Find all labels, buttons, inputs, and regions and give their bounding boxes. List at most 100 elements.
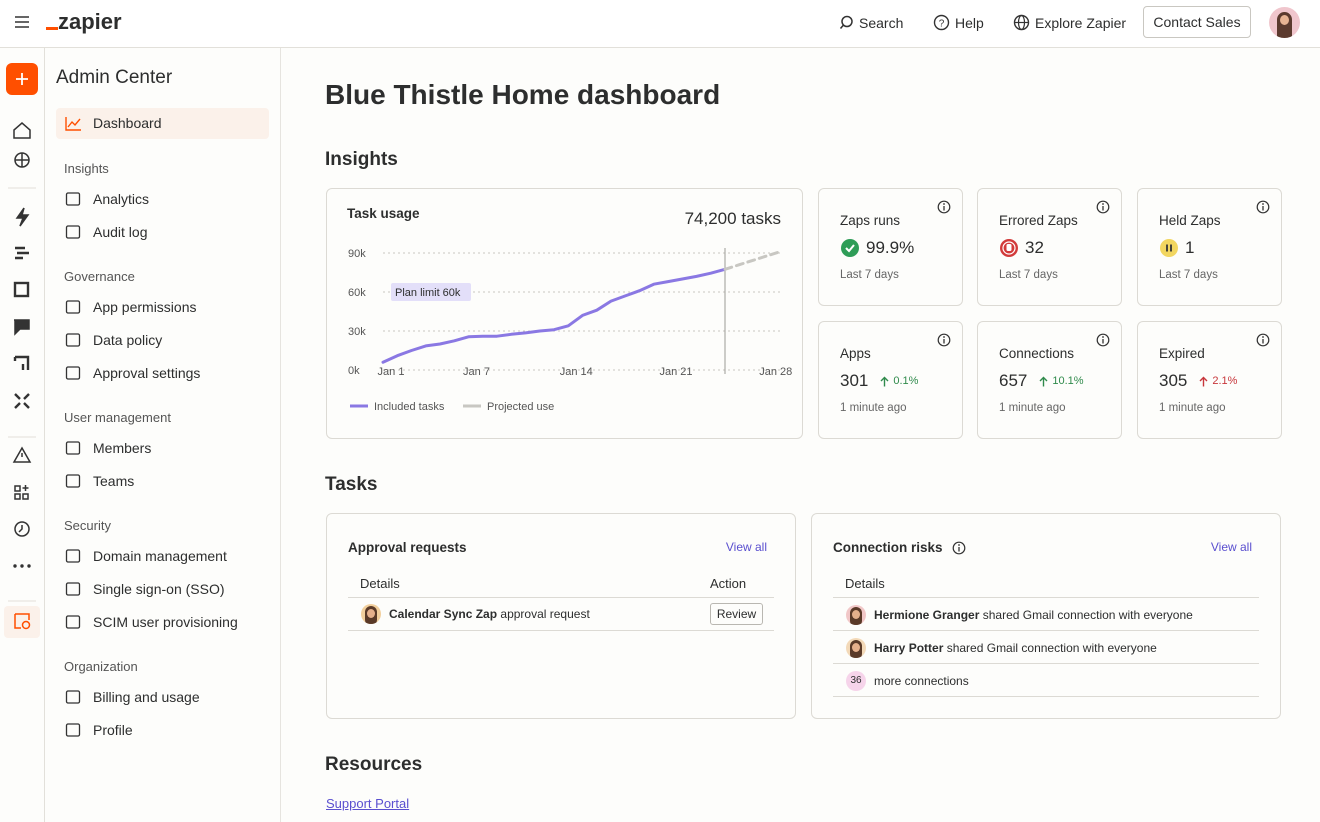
stat-card: Errored Zaps 32 Last 7 days [977,188,1122,306]
nav-item[interactable]: Data policy [93,332,163,348]
y-tick-label: 30k [348,326,366,338]
view-all-link[interactable]: View all [1210,540,1252,554]
legend-label: Included tasks [374,401,445,413]
nav-icon [65,615,81,629]
nav-icon-shape [65,192,81,206]
nav-item[interactable]: App permissions [93,299,197,315]
stat-value-row: 657 10.1% [999,369,1084,393]
nav-item[interactable]: Profile [93,722,133,738]
avatar-face [852,610,860,619]
stat-note: Last 7 days [1159,269,1218,281]
icon-rail [0,48,45,822]
stat-value-row: 305 2.1% [1159,369,1237,393]
info-icon[interactable] [1096,333,1110,347]
status-icon [841,239,859,257]
nav-help[interactable]: Help [955,15,984,31]
stat-value-row: 1 [1159,236,1194,260]
nav-section-title: Security [64,518,111,533]
logo-mark [46,27,58,30]
y-tick-label: 90k [348,248,366,260]
avatar [846,605,866,625]
info-icon[interactable] [937,200,951,214]
stat-card: Zaps runs 99.9% Last 7 days [818,188,963,306]
row-text: approval request [500,607,590,621]
stat-value: 657 [999,371,1028,390]
stat-change: 0.1% [893,375,919,387]
nav-icon [65,474,81,488]
connection-risks-card: Connection risks View all Details Hermio… [811,513,1281,719]
zap-name: Calendar Sync Zap [389,607,498,621]
annotation-box [391,283,471,301]
nav-icon [65,723,81,737]
nav-section-title: Insights [64,161,109,176]
stat-card: Apps 301 0.1% 1 minute ago [818,321,963,439]
avatar [846,638,866,658]
nav-item[interactable]: Analytics [93,191,150,207]
nav-icon-shape [65,333,81,347]
chart-total: 74,200 tasks [685,209,781,228]
nav-search[interactable]: Search [859,15,904,31]
info-icon[interactable] [1256,333,1270,347]
nav-icon-shape [65,366,81,380]
section-heading: Insights [325,149,398,170]
nav-icon-shape [65,441,81,455]
series-line [381,267,727,364]
nav-icon-shape [65,582,81,596]
nav-icon [65,690,81,704]
avatar [361,604,381,624]
nav-item[interactable]: Billing and usage [93,689,200,705]
nav-explore[interactable]: Explore Zapier [1035,15,1127,31]
section-heading: Tasks [325,474,378,495]
stat-value: 1 [1185,238,1195,257]
nav-icon-shape [65,690,81,704]
contact-sales-button[interactable]: Contact Sales [1143,6,1251,38]
nav-item[interactable]: Approval settings [93,365,201,381]
stat-card: Expired 305 2.1% 1 minute ago [1137,321,1282,439]
stat-value: 305 [1159,371,1188,390]
stat-title: Connections [999,346,1075,361]
task-usage-card: Task usage 74,200 tasks 0k 30k 60k 90k Jan 1… [326,188,803,439]
x-tick-label: Jan 21 [659,366,692,378]
legend-label: Projected use [487,401,554,413]
divider [833,597,1259,598]
stat-value-row: 99.9% [840,236,914,260]
resource-link[interactable]: Support Portal [326,796,410,811]
nav-item[interactable]: Single sign-on (SSO) [93,581,225,597]
count-badge: 36 [846,671,866,691]
help-icon: ? [933,14,950,31]
review-button[interactable]: Review [710,603,763,625]
nav-icon-shape [65,615,81,629]
info-icon[interactable] [952,541,966,555]
trend-arrow [1039,376,1048,386]
info-icon[interactable] [1256,200,1270,214]
stat-value: 301 [840,371,869,390]
logo[interactable]: zapier [58,9,122,34]
chart-title: Task usage [347,206,420,221]
stat-change: 2.1% [1212,375,1238,387]
stat-value: 32 [1025,238,1044,257]
series-line [723,249,784,271]
user-avatar[interactable] [1269,7,1300,38]
info-icon[interactable] [1096,200,1110,214]
card-title: Approval requests [348,540,467,555]
view-all-link[interactable]: View all [725,540,767,554]
nav-item[interactable]: Domain management [93,548,227,564]
nav-icon [65,225,81,239]
nav-item[interactable]: SCIM user provisioning [93,614,238,630]
stat-note: 1 minute ago [840,402,907,414]
request-row: Calendar Sync Zap approval request [389,605,590,623]
stat-note: Last 7 days [999,269,1058,281]
risk-row: Hermione Granger shared Gmail connection… [874,606,1193,624]
info-icon[interactable] [937,333,951,347]
menu-icon[interactable] [14,15,30,29]
row-text: more connections [874,674,969,688]
nav-item[interactable]: Members [93,440,152,456]
nav-item-label[interactable]: Dashboard [93,115,162,131]
stat-note: 1 minute ago [999,402,1066,414]
stat-title: Zaps runs [840,213,901,228]
create-button[interactable] [6,63,38,95]
nav-item[interactable]: Teams [93,473,135,489]
nav-item[interactable]: Audit log [93,224,148,240]
nav-item-active[interactable]: Dashboard [56,108,269,139]
nav-icon [65,366,81,380]
